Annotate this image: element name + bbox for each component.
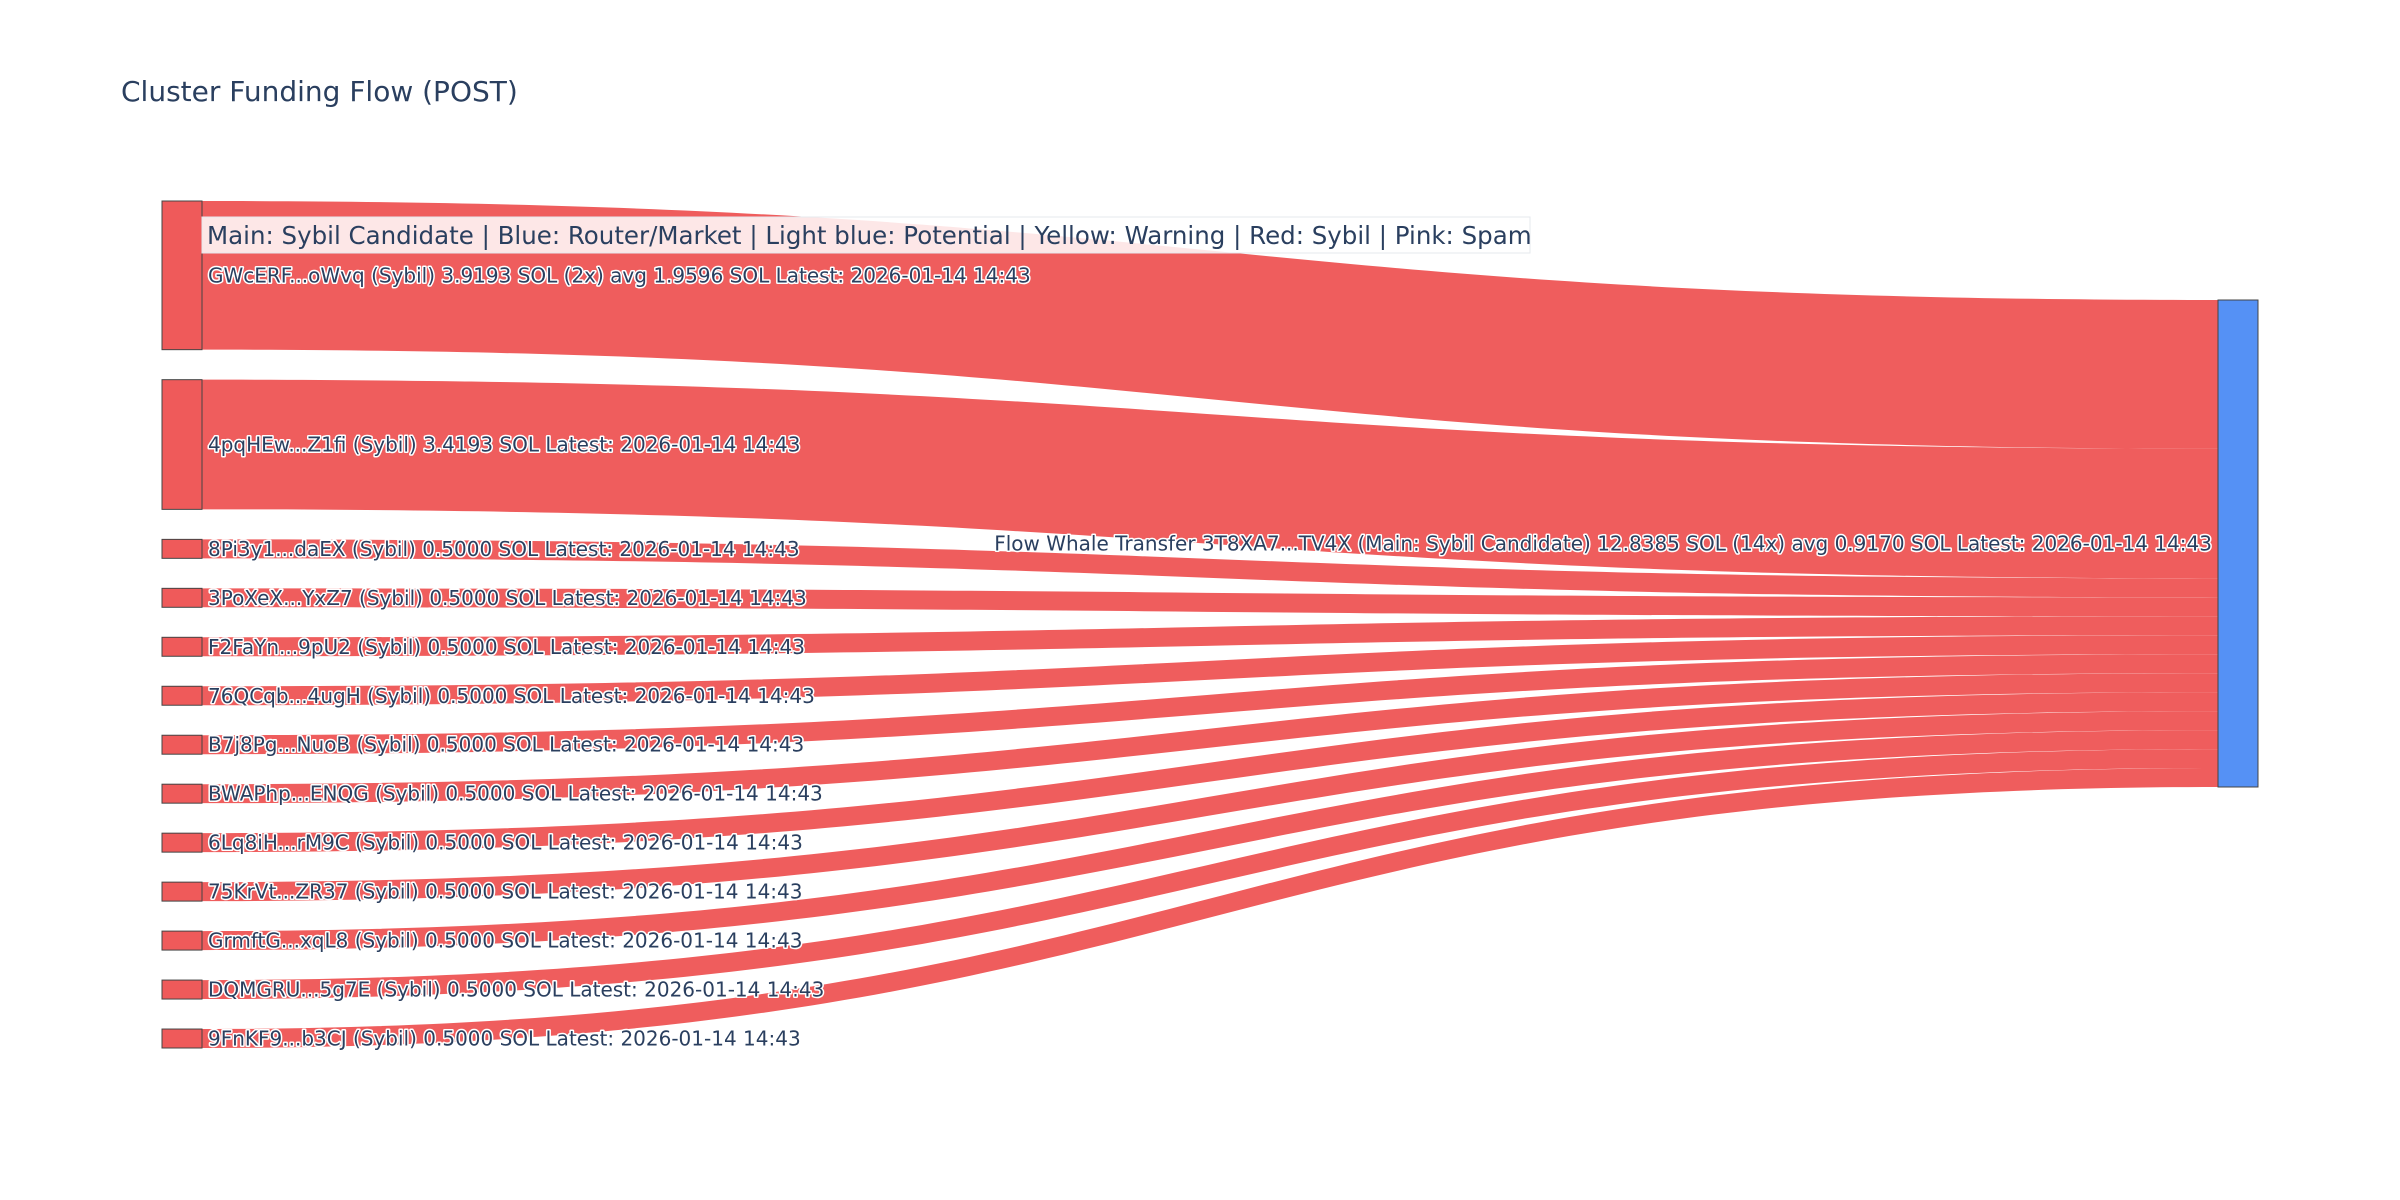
flow-link — [202, 711, 2218, 902]
source-node — [161, 832, 203, 853]
source-node-label: F2FaYn...9pU2 (Sybil) 0.5000 SOL Latest:… — [208, 635, 805, 659]
flow-link — [202, 635, 2218, 706]
sankey-nodes — [161, 200, 2259, 1049]
flow-link — [202, 616, 2218, 657]
source-node — [161, 930, 203, 951]
target-node-label: Flow Whale Transfer 3T8XA7...TV4X (Main:… — [994, 532, 2212, 556]
source-node — [161, 200, 203, 351]
flow-link — [202, 588, 2218, 617]
flow-link — [202, 379, 2218, 579]
sankey-links — [202, 201, 2218, 1048]
source-node-label: 3PoXeX...YxZ7 (Sybil) 0.5000 SOL Latest:… — [208, 586, 807, 610]
source-node — [161, 734, 203, 755]
source-node — [161, 538, 203, 559]
source-node-label: 4pqHEw...Z1fi (Sybil) 3.4193 SOL Latest:… — [208, 433, 800, 457]
flow-link — [202, 539, 2218, 598]
flow-link — [202, 730, 2218, 951]
sankey-labels: GWcERF...oWvq (Sybil) 3.9193 SOL (2x) av… — [207, 262, 2214, 1052]
flow-link — [202, 654, 2218, 755]
source-node-label: 76QCqb...4ugH (Sybil) 0.5000 SOL Latest:… — [208, 684, 815, 708]
source-node — [161, 587, 203, 608]
flow-link — [202, 692, 2218, 853]
source-node — [161, 881, 203, 902]
legend-background — [201, 216, 1531, 254]
source-node-label: B7j8Pg...NuoB (Sybil) 0.5000 SOL Latest:… — [208, 733, 804, 757]
source-node-label: GrmftG...xqL8 (Sybil) 0.5000 SOL Latest:… — [208, 929, 802, 953]
source-node-label: GWcERF...oWvq (Sybil) 3.9193 SOL (2x) av… — [208, 263, 1031, 287]
source-node — [161, 685, 203, 706]
source-node-label: 6Lq8iH...rM9C (Sybil) 0.5000 SOL Latest:… — [208, 831, 803, 855]
source-node-label: 75KrVt...ZR37 (Sybil) 0.5000 SOL Latest:… — [208, 880, 803, 904]
flow-link — [202, 201, 2218, 449]
legend-box: Main: Sybil Candidate | Blue: Router/Mar… — [201, 216, 1532, 254]
source-node — [161, 783, 203, 804]
legend-text: Main: Sybil Candidate | Blue: Router/Mar… — [207, 221, 1532, 250]
source-node — [161, 979, 203, 1000]
source-node-label: BWAPhp...ENQG (Sybil) 0.5000 SOL Latest:… — [208, 782, 823, 806]
flow-link — [202, 768, 2218, 1048]
chart-title: Cluster Funding Flow (POST) — [121, 75, 518, 108]
source-node-label: 9FnKF9...b3CJ (Sybil) 0.5000 SOL Latest:… — [208, 1027, 801, 1051]
flow-link — [202, 673, 2218, 804]
source-node — [161, 379, 203, 510]
source-node-label: 8Pi3y1...daEX (Sybil) 0.5000 SOL Latest:… — [208, 537, 800, 561]
source-node — [161, 636, 203, 657]
flow-link — [202, 749, 2218, 1000]
target-node — [2217, 299, 2259, 788]
source-node — [161, 1028, 203, 1049]
source-node-label: DQMGRU...5g7E (Sybil) 0.5000 SOL Latest:… — [208, 978, 824, 1002]
